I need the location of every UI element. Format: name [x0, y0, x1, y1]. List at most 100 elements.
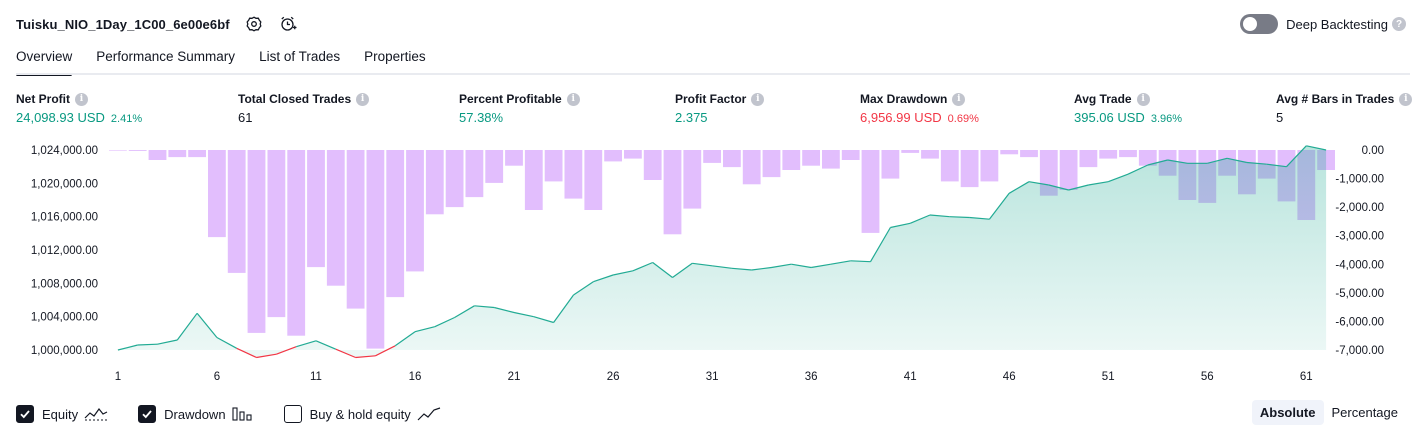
- legend-equity[interactable]: Equity: [16, 405, 108, 423]
- equity-segment: [1167, 159, 1188, 164]
- drawdown-bar: [386, 150, 405, 298]
- equity-segment: [335, 348, 356, 359]
- equity-segment: [216, 336, 237, 349]
- equity-segment: [909, 214, 931, 224]
- info-icon[interactable]: i: [751, 92, 765, 106]
- metric-title: Percent Profitable: [459, 92, 562, 106]
- tab-performance-summary[interactable]: Performance Summary: [96, 49, 236, 64]
- drawdown-bar: [148, 150, 167, 160]
- y-right-tick-label: 0.00: [1362, 145, 1384, 157]
- deep-backtesting-toggle[interactable]: [1240, 14, 1279, 34]
- legend-label: Buy & hold equity: [309, 406, 411, 422]
- equity-segment: [949, 216, 970, 219]
- info-icon[interactable]: i: [566, 92, 580, 106]
- equity-segment: [315, 340, 337, 350]
- drawdown-bar: [841, 150, 860, 160]
- metric-net-profit: Net Profit i 24,098.93 USD 2.41%: [16, 92, 142, 125]
- equity-segment: [1266, 163, 1287, 168]
- drawdown-bar: [227, 150, 246, 273]
- x-tick-label: 21: [508, 371, 521, 383]
- percentage-button[interactable]: Percentage: [1331, 405, 1399, 420]
- drawdown-bar: [1099, 150, 1118, 159]
- equity-segment: [1226, 157, 1248, 164]
- y-left-tick-label: 1,012,000.00: [31, 245, 98, 257]
- x-tick-label: 36: [805, 371, 818, 383]
- equity-checkbox[interactable]: [16, 405, 34, 423]
- tab-properties[interactable]: Properties: [364, 49, 426, 64]
- equity-segment: [394, 331, 416, 347]
- drawdown-bar: [881, 150, 900, 179]
- equity-segment: [1008, 181, 1030, 194]
- y-axis-right: 0.00 -1,000.00 -2,000.00 -3,000.00 -4,000.00…: [1335, 145, 1384, 357]
- info-icon[interactable]: i: [1136, 92, 1150, 106]
- x-axis: 1 6 11 16 21 26 31 36 41 46 51 56 61: [115, 371, 1313, 383]
- equity-line-icon: [84, 406, 108, 422]
- drawdown-bar: [802, 150, 820, 166]
- y-left-tick-label: 1,008,000.00: [31, 278, 98, 290]
- info-icon[interactable]: i: [356, 92, 370, 106]
- equity-segment: [276, 346, 297, 355]
- settings-gear-icon[interactable]: [244, 14, 264, 34]
- equity-segment: [1028, 181, 1049, 186]
- drawdown-bar: [208, 150, 226, 238]
- y-right-tick-label: -2,000.00: [1335, 202, 1384, 214]
- drawdown-checkbox[interactable]: [138, 405, 157, 423]
- report-tabs: Overview Performance Summary List of Tra…: [16, 44, 450, 76]
- equity-segment: [890, 222, 911, 229]
- equity-segment: [236, 347, 257, 359]
- equity-segment: [652, 262, 673, 278]
- tab-overview[interactable]: Overview: [16, 44, 73, 76]
- info-icon[interactable]: i: [1399, 92, 1413, 106]
- drawdown-bar: [425, 150, 444, 215]
- equity-segment: [771, 263, 792, 269]
- equity-segment: [1068, 184, 1089, 191]
- legend-drawdown[interactable]: Drawdown: [138, 405, 253, 423]
- legend-buy-hold[interactable]: Buy & hold equity: [283, 405, 441, 423]
- info-icon[interactable]: i: [75, 92, 88, 106]
- buy-hold-checkbox[interactable]: [283, 405, 302, 423]
- equity-segment: [137, 343, 158, 346]
- absolute-button[interactable]: Absolute: [1251, 400, 1324, 425]
- x-tick-label: 26: [607, 371, 620, 383]
- tab-list-of-trades[interactable]: List of Trades: [259, 49, 341, 64]
- x-tick-label: 46: [1003, 371, 1016, 383]
- drawdown-bar: [168, 150, 187, 158]
- equity-segment: [969, 216, 990, 220]
- drawdown-bar: [524, 150, 543, 210]
- drawdown-bar: [505, 150, 523, 166]
- metric-max-drawdown: Max Drawdown i 6,956.99 USD 0.69%: [860, 92, 979, 125]
- drawdown-bar: [742, 150, 761, 185]
- metric-value: 2.375: [675, 110, 708, 125]
- equity-segment: [117, 344, 138, 351]
- equity-segment: [929, 214, 950, 218]
- drawdown-bar: [921, 150, 939, 159]
- metric-title: Net Profit: [16, 92, 70, 106]
- add-alert-clock-icon[interactable]: [278, 14, 298, 34]
- drawdown-bar: [1000, 150, 1019, 155]
- drawdown-bar: [307, 150, 325, 268]
- drawdown-bar: [445, 150, 464, 208]
- metric-title: Total Closed Trades: [238, 92, 352, 106]
- metric-value: 395.06 USD: [1074, 110, 1145, 125]
- drawdown-bar: [564, 150, 583, 199]
- x-tick-label: 56: [1201, 371, 1214, 383]
- x-tick-label: 41: [904, 371, 917, 383]
- equity-segment: [869, 227, 891, 263]
- y-left-tick-label: 1,000,000.00: [31, 345, 98, 357]
- y-left-tick-label: 1,004,000.00: [31, 312, 98, 324]
- metric-value: 61: [238, 110, 253, 125]
- y-left-tick-label: 1,016,000.00: [31, 212, 98, 224]
- equity-segment: [414, 326, 435, 333]
- drawdown-bar: [1020, 150, 1038, 158]
- drawdown-bar: [406, 150, 424, 272]
- drawdown-bars-icon: [232, 406, 254, 422]
- equity-drawdown-chart[interactable]: 1,024,000.00 1,020,000.00 1,016,000.00 1,01…: [0, 140, 1424, 395]
- equity-segment: [533, 316, 554, 324]
- equity-segment: [434, 316, 455, 328]
- y-right-tick-label: -7,000.00: [1335, 345, 1384, 357]
- help-question-icon[interactable]: ?: [1392, 17, 1406, 31]
- metric-title: Avg # Bars in Trades: [1276, 92, 1395, 106]
- drawdown-bar: [604, 150, 622, 162]
- equity-segment: [296, 340, 317, 348]
- info-icon[interactable]: i: [952, 92, 966, 106]
